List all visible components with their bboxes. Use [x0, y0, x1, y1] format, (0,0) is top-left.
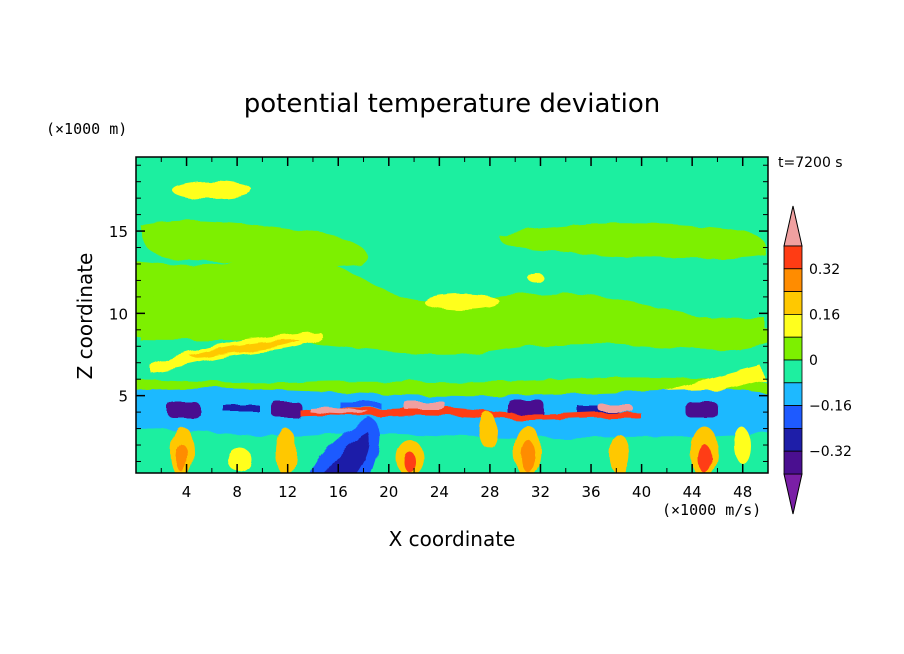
warm-patch-top-left [172, 181, 252, 199]
y-axis: 5 10 15 [109, 164, 768, 462]
cold-core-1 [168, 402, 200, 418]
colorbar-segment [783, 450, 803, 475]
warm-column-7 [610, 435, 630, 473]
upper-zero-band [136, 157, 768, 329]
colorbar-segment [783, 336, 803, 361]
x-tick-label: 44 [683, 483, 702, 501]
plot-frame [135, 156, 769, 474]
cool-blob-right [740, 414, 764, 426]
contour-field [136, 157, 768, 473]
warm-column-5 [479, 412, 497, 448]
cold-strip-2 [340, 402, 380, 408]
warm-column-3 [276, 428, 296, 473]
x-tick-label: 20 [379, 483, 398, 501]
colorbar-segment [783, 245, 803, 270]
colorbar-segment [783, 382, 803, 406]
x-tick-label: 48 [733, 483, 752, 501]
cold-core-2 [272, 402, 302, 418]
colorbar-segment [783, 359, 803, 384]
hot-streak [300, 406, 640, 420]
colorbar-segment [783, 313, 803, 338]
warm-column-2 [228, 448, 252, 472]
colorbar-tick-label: 0 [809, 353, 818, 369]
cold-strip-3 [578, 406, 618, 413]
y-tick-label: 10 [109, 305, 128, 323]
colorbar-segment [783, 268, 803, 292]
hot-streak-pink [310, 407, 370, 415]
upper-green-patch [140, 220, 368, 268]
colorbar-tick-label: −0.16 [809, 399, 852, 415]
x-axis: 4 8 12 16 20 24 28 32 36 40 44 48 [160, 157, 752, 501]
x-axis-label: X coordinate [389, 527, 516, 551]
warm-column-6-core [521, 440, 535, 472]
y-tick-label: 5 [118, 388, 128, 406]
warm-column-4-core [404, 452, 416, 472]
x-tick-label: 16 [329, 483, 348, 501]
warm-streak-left-orange [190, 340, 300, 359]
hot-streak-pink-3 [598, 404, 632, 411]
cold-trough-core [326, 432, 370, 473]
cold-core-4 [686, 402, 718, 418]
colorbar: 0.32 0.16 0 −0.16 −0.32 [783, 205, 852, 515]
warm-patch-mid [424, 294, 500, 310]
cold-strip-1 [222, 404, 258, 410]
warm-column-1-core [176, 444, 188, 472]
hot-streak-pink-2 [404, 402, 446, 410]
cold-core-3 [508, 400, 544, 418]
colorbar-bottom-triangle [783, 473, 803, 515]
time-label: t=7200 s [778, 155, 843, 171]
x-tick-label: 28 [480, 483, 499, 501]
x-tick-label: 36 [581, 483, 600, 501]
colorbar-segment [783, 291, 803, 315]
colorbar-segment [783, 405, 803, 429]
mid-green-wave [140, 278, 765, 345]
colorbar-tick-label: 0.16 [809, 307, 840, 323]
x-tick-label: 24 [430, 483, 449, 501]
upper-green-patch-right [499, 223, 767, 259]
warm-patch-small [528, 273, 544, 283]
x-tick-label: 8 [232, 483, 242, 501]
x-tick-label: 32 [531, 483, 550, 501]
x-tick-label: 12 [278, 483, 297, 501]
x-unit-label: (×1000 m/s) [662, 501, 761, 519]
warm-column-9 [734, 427, 750, 463]
y-unit-label: (×1000 m) [46, 120, 127, 138]
y-axis-label: Z coordinate [73, 253, 97, 380]
x-tick-label: 4 [182, 483, 192, 501]
warm-column-8-core [697, 444, 711, 472]
x-tick-label: 40 [632, 483, 651, 501]
colorbar-top-triangle [783, 205, 803, 247]
colorbar-tick-label: −0.32 [809, 444, 852, 460]
y-tick-label: 15 [109, 223, 128, 241]
chart-title: potential temperature deviation [244, 89, 660, 119]
colorbar-tick-label: 0.32 [809, 262, 840, 278]
colorbar-segment [783, 427, 803, 452]
